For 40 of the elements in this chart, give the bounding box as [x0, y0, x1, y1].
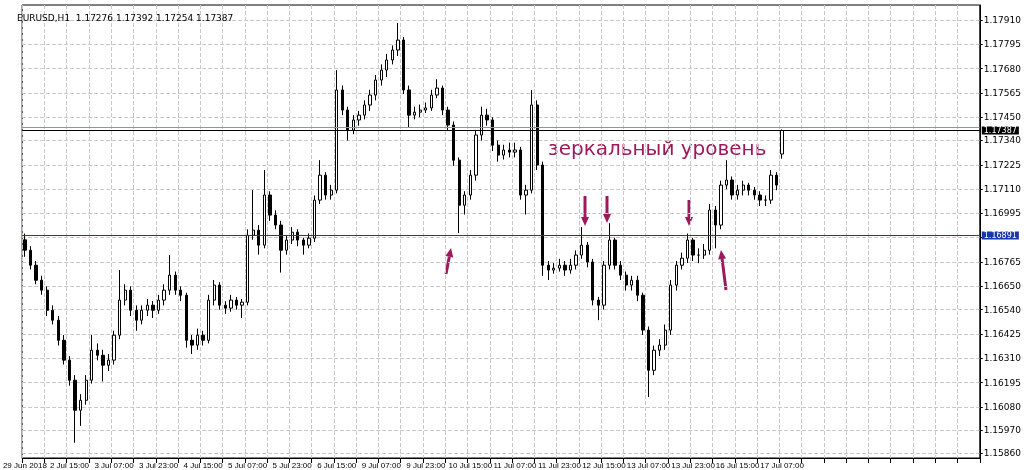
x-tick-label: 4 Jul 15:00 — [183, 460, 224, 470]
x-tick-label: 13 Jul 07:00 — [626, 460, 671, 470]
x-tick-label: 10 Jul 15:00 — [448, 460, 493, 470]
x-tick-label: 29 Jun 2018 — [2, 460, 48, 470]
annotation: зеркальный уровень — [548, 136, 767, 160]
x-tick-label: 2 Jul 15:00 — [49, 460, 90, 470]
y-tick-label: 1.16995 — [983, 208, 1021, 219]
x-tick-label: 3 Jul 23:00 — [138, 460, 179, 470]
x-tick-label: 11 Jul 23:00 — [537, 460, 582, 470]
y-tick-label: 1.17565 — [983, 87, 1021, 98]
y-tick-label: 1.16310 — [983, 353, 1022, 364]
x-tick-label: 16 Jul 15:00 — [715, 460, 760, 470]
x-tick-label: 3 Jul 07:00 — [94, 460, 135, 470]
ref-line-label: 1.17387 — [983, 126, 1017, 136]
x-tick-label: 11 Jul 07:00 — [493, 460, 537, 470]
y-tick-label: 1.16650 — [983, 281, 1022, 292]
y-tick-label: 1.15860 — [983, 448, 1022, 459]
x-tick-label: 17 Jul 07:00 — [760, 460, 805, 470]
x-tick-label: 13 Jul 23:00 — [671, 460, 716, 470]
y-tick-label: 1.17225 — [983, 159, 1021, 170]
y-tick-label: 1.16425 — [983, 328, 1021, 339]
y-tick-label: 1.17450 — [983, 112, 1022, 123]
y-tick-label: 1.16195 — [983, 377, 1021, 388]
text: EURUSD,H1 1.17276 1.17392 1.17254 1.17387 — [17, 12, 234, 23]
y-tick-label: 1.16765 — [983, 257, 1021, 268]
y-tick-label: 1.15970 — [983, 425, 1022, 436]
x-tick-label: 12 Jul 15:00 — [582, 460, 627, 470]
y-tick-label: 1.17795 — [983, 39, 1021, 50]
y-tick-label: 1.17340 — [983, 135, 1022, 146]
y-tick-label: 1.17680 — [983, 63, 1022, 74]
x-tick-label: 5 Jul 23:00 — [272, 460, 313, 470]
y-tick-label: 1.17110 — [983, 184, 1022, 195]
y-tick-label: 1.17910 — [983, 15, 1022, 26]
x-tick-label: 5 Jul 07:00 — [228, 460, 268, 470]
y-tick-label: 1.16540 — [983, 304, 1022, 315]
y-tick-label: 1.16080 — [983, 401, 1022, 412]
x-tick-label: 9 Jul 23:00 — [406, 460, 446, 470]
x-tick-label: 6 Jul 15:00 — [317, 460, 357, 470]
x-tick-label: 9 Jul 07:00 — [361, 460, 402, 470]
ref-line-label: 1.16891 — [983, 230, 1017, 240]
